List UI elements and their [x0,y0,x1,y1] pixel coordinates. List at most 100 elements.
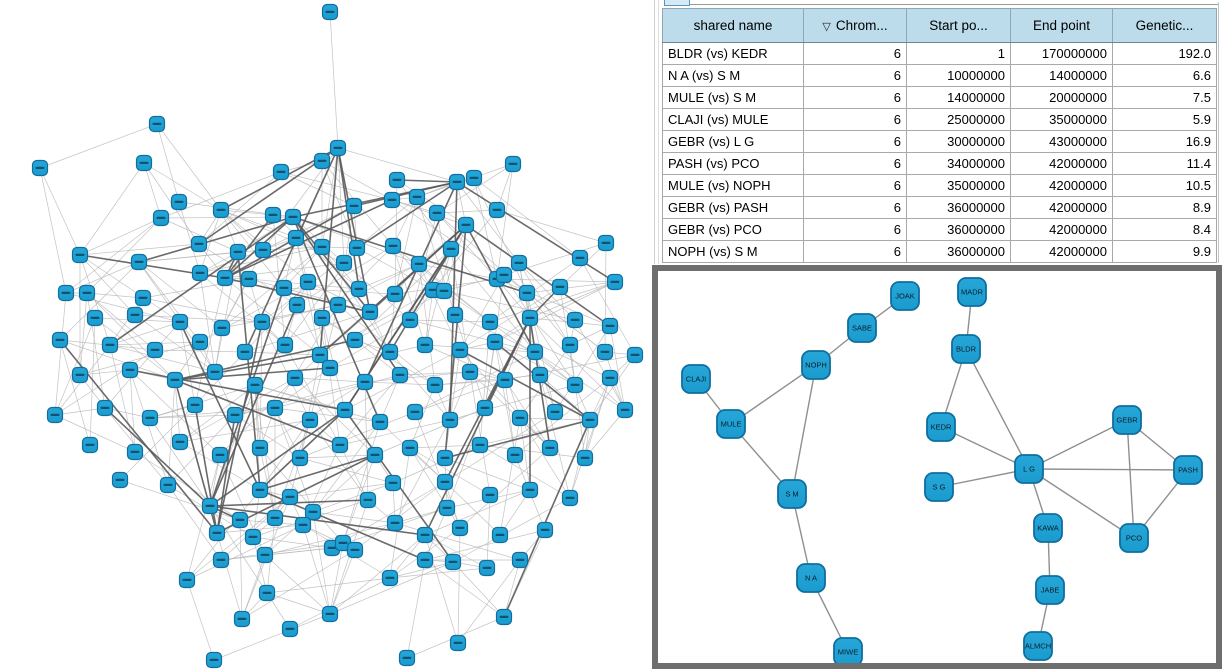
main-network-view[interactable] [0,0,652,669]
table-cell[interactable]: PASH (vs) PCO [662,152,804,175]
network-node[interactable] [408,188,426,206]
table-cell[interactable]: 6 [803,218,907,241]
network-node[interactable] [313,309,331,327]
table-row[interactable]: N A (vs) S M 6 10000000 14000000 6.6 [662,64,1217,87]
network-node[interactable] [444,553,462,571]
network-node[interactable] [321,359,339,377]
network-node[interactable] [566,311,584,329]
network-node[interactable] [291,449,309,467]
table-cell[interactable]: CLAJI (vs) MULE [662,108,804,131]
network-node[interactable] [159,476,177,494]
network-node[interactable] [299,273,317,291]
network-node[interactable] [350,280,368,298]
network-node[interactable] [206,363,224,381]
network-node[interactable] [451,341,469,359]
network-node[interactable] [213,319,231,337]
network-node[interactable] [130,253,148,271]
network-node[interactable] [451,519,469,537]
network-node[interactable] [336,401,354,419]
network-node[interactable] [441,411,459,429]
node-miwe[interactable]: MIWE [833,637,863,663]
table-cell[interactable]: 10.5 [1112,174,1217,197]
table-cell[interactable]: 6 [803,152,907,175]
network-node[interactable] [348,239,366,257]
network-node[interactable] [546,403,564,421]
table-cell[interactable]: GEBR (vs) PASH [662,196,804,219]
table-cell[interactable]: 6 [803,130,907,153]
network-node[interactable] [329,296,347,314]
network-node[interactable] [381,343,399,361]
network-node[interactable] [46,406,64,424]
network-node[interactable] [126,306,144,324]
network-node[interactable] [416,551,434,569]
network-edge-GEBR-PCO[interactable] [1126,419,1135,539]
network-edge-SG-LG[interactable] [938,468,1030,488]
network-node[interactable] [178,571,196,589]
network-node[interactable] [596,343,614,361]
network-node[interactable] [111,471,129,489]
node-pco[interactable]: PCO [1119,523,1149,553]
network-node[interactable] [461,363,479,381]
network-node[interactable] [148,115,166,133]
table-cell[interactable]: 14000000 [1010,64,1113,87]
table-cell[interactable]: 36000000 [906,196,1011,219]
network-node[interactable] [391,366,409,384]
network-node[interactable] [457,216,475,234]
toolbar-remnant-chip[interactable] [664,0,690,6]
network-node[interactable] [212,201,230,219]
node-pash[interactable]: PASH [1173,455,1203,485]
node-almch[interactable]: ALMCH [1023,631,1053,661]
network-node[interactable] [510,254,528,272]
network-node[interactable] [566,376,584,394]
table-cell[interactable]: 42000000 [1010,174,1113,197]
network-node[interactable] [346,331,364,349]
node-l-g[interactable]: L G [1014,454,1044,484]
table-cell[interactable]: 6 [803,64,907,87]
network-node[interactable] [571,249,589,267]
network-node[interactable] [406,403,424,421]
network-node[interactable] [334,534,352,552]
table-cell[interactable]: 16.9 [1112,130,1217,153]
network-node[interactable] [488,201,506,219]
table-cell[interactable]: 6.6 [1112,64,1217,87]
network-node[interactable] [481,486,499,504]
column-header-end-point[interactable]: End point [1010,8,1113,43]
table-cell[interactable]: 8.9 [1112,196,1217,219]
table-row[interactable]: PASH (vs) PCO 6 34000000 42000000 11.4 [662,152,1217,175]
table-cell[interactable]: 170000000 [1010,42,1113,65]
network-node[interactable] [57,284,75,302]
table-cell[interactable]: 42000000 [1010,240,1113,263]
network-node[interactable] [335,254,353,272]
network-node[interactable] [359,491,377,509]
table-cell[interactable]: 6 [803,174,907,197]
table-row[interactable]: CLAJI (vs) MULE 6 25000000 35000000 5.9 [662,108,1217,131]
table-cell[interactable]: 30000000 [906,130,1011,153]
table-cell[interactable]: GEBR (vs) L G [662,130,804,153]
network-node[interactable] [436,449,454,467]
network-node[interactable] [121,361,139,379]
network-node[interactable] [171,433,189,451]
network-node[interactable] [511,551,529,569]
network-node[interactable] [541,439,559,457]
sub-network-canvas[interactable]: JOAK MADR SABE BLDR NOPH CLAJI KEDR GEBR MULE L G… [658,271,1216,663]
network-node[interactable] [101,336,119,354]
node-s-m[interactable]: S M [777,479,807,509]
network-node[interactable] [384,237,402,255]
column-header-start-po-[interactable]: Start po... [906,8,1011,43]
network-node[interactable] [212,551,230,569]
table-cell[interactable]: 36000000 [906,240,1011,263]
network-node[interactable] [495,266,513,284]
network-node[interactable] [186,396,204,414]
network-node[interactable] [436,473,454,491]
network-node[interactable] [205,651,223,669]
table-cell[interactable]: 36000000 [906,218,1011,241]
network-node[interactable] [601,369,619,387]
network-node[interactable] [281,488,299,506]
network-node[interactable] [81,436,99,454]
network-node[interactable] [146,341,164,359]
network-node[interactable] [561,489,579,507]
network-node[interactable] [304,503,322,521]
network-node[interactable] [386,285,404,303]
network-node[interactable] [201,497,219,515]
network-node[interactable] [416,336,434,354]
